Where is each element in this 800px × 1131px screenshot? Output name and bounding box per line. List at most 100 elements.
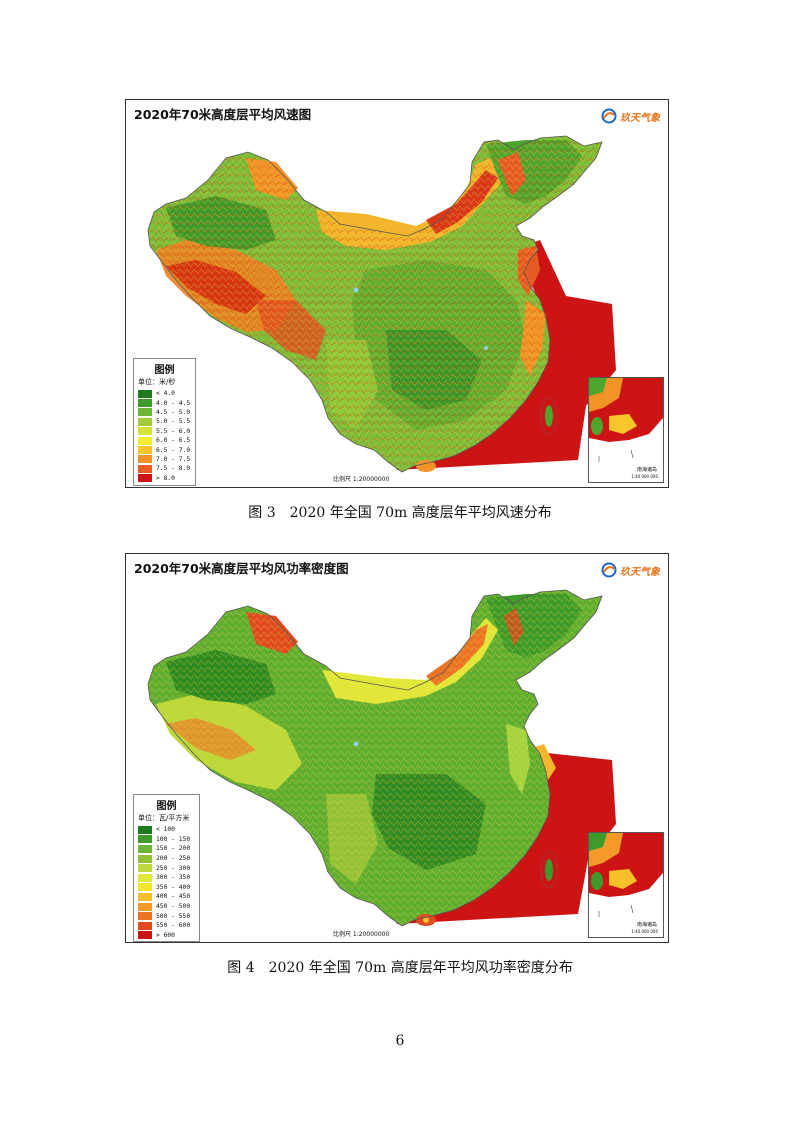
legend-list: < 100 100 - 150 150 - 200 200 - 250 250 … (138, 825, 195, 940)
figure-caption: 图 4 2020 年全国 70m 高度层年平均风功率密度分布 (227, 960, 573, 976)
page-number: 6 (395, 1033, 405, 1049)
legend-item: 7.5 - 8.0 (138, 464, 191, 473)
legend-item: 150 - 200 (138, 844, 195, 854)
scale-text: 比例尺 1:20000000 (333, 476, 390, 483)
legend-label: 5.5 - 6.0 (156, 427, 191, 435)
legend-item: 5.5 - 6.0 (138, 427, 191, 436)
wind-speed-map (126, 100, 668, 487)
legend-label: 500 - 550 (156, 912, 191, 920)
logo-text: 玖天气象 (620, 566, 660, 578)
south-china-sea-inset: 南海诸岛 1:40 000 000 (588, 377, 664, 483)
legend-item: 200 - 250 (138, 854, 195, 864)
legend-label: 7.0 - 7.5 (156, 455, 191, 463)
offshore-region (396, 240, 616, 470)
legend-swatch (138, 864, 152, 873)
legend-label: 250 - 300 (156, 864, 191, 872)
legend-item: 500 - 550 (138, 911, 195, 921)
logo: 玖天气象 (601, 108, 660, 124)
legend-item: < 4.0 (138, 389, 191, 398)
legend-label: > 600 (156, 931, 175, 939)
scale-text: 比例尺 1:20000000 (333, 931, 390, 938)
inset-label: 南海诸岛 (636, 922, 657, 928)
map-title: 2020年70米高度层平均风速图 (134, 107, 312, 122)
wind-power-density-map (126, 554, 668, 942)
legend-label: 4.0 - 4.5 (156, 399, 191, 407)
legend-swatch (138, 389, 152, 398)
logo: 玖天气象 (601, 562, 660, 578)
legend: 图例 单位：瓦/平方米 < 100 100 - 150 150 - 200 20… (133, 794, 200, 942)
legend-title: 图例 (156, 801, 177, 812)
legend-label: 4.5 - 5.0 (156, 408, 191, 416)
legend-list: < 4.0 4.0 - 4.5 4.5 - 5.0 5.0 - 5.5 5.5 … (138, 389, 191, 483)
legend-swatch (138, 417, 152, 426)
legend-swatch (138, 931, 152, 940)
legend-label: > 8.0 (156, 474, 175, 482)
legend-item: < 100 (138, 825, 195, 835)
legend-item: > 8.0 (138, 474, 191, 483)
legend-label: 200 - 250 (156, 855, 191, 863)
legend-swatch (138, 436, 152, 445)
legend-item: 400 - 450 (138, 892, 195, 902)
legend-label: 450 - 500 (156, 903, 191, 911)
inset-map (589, 378, 663, 462)
legend-swatch (138, 474, 152, 483)
legend-item: 550 - 600 (138, 921, 195, 931)
logo-swirl-icon (601, 108, 617, 124)
legend-item: 4.0 - 4.5 (138, 398, 191, 408)
legend-title: 图例 (154, 365, 175, 376)
map-title: 2020年70米高度层平均风功率密度图 (134, 561, 349, 576)
legend-swatch (138, 892, 152, 901)
legend-label: 150 - 200 (156, 845, 191, 853)
legend-label: 350 - 400 (156, 883, 191, 891)
legend-item: 4.5 - 5.0 (138, 408, 191, 417)
offshore-region (396, 750, 616, 924)
inset-label: 南海诸岛 (636, 467, 657, 473)
legend-label: 100 - 150 (156, 835, 191, 843)
wind-speed-map-figure: 2020年70米高度层平均风速图 玖天气象 (125, 99, 669, 488)
legend-item: 350 - 400 (138, 883, 195, 893)
legend-item: 100 - 150 (138, 835, 195, 845)
legend-swatch (138, 825, 152, 834)
legend-swatch (138, 464, 152, 473)
wind-power-density-map-figure: 2020年70米高度层平均风功率密度图 玖天气象 (125, 553, 669, 943)
legend-label: 550 - 600 (156, 922, 191, 930)
legend-item: 250 - 300 (138, 863, 195, 873)
legend-label: 300 - 350 (156, 874, 191, 882)
legend-swatch (138, 835, 152, 844)
legend-label: 5.0 - 5.5 (156, 418, 191, 426)
figure-caption: 图 3 2020 年全国 70m 高度层年平均风速分布 (248, 505, 552, 521)
logo-text: 玖天气象 (620, 112, 660, 124)
legend-item: 300 - 350 (138, 873, 195, 883)
logo-swirl-icon (601, 562, 617, 578)
inset-scale: 1:40 000 000 (631, 474, 658, 479)
inset-map (589, 833, 663, 917)
legend-label: 6.0 - 6.5 (156, 437, 191, 445)
legend-swatch (138, 399, 152, 408)
legend-item: 5.0 - 5.5 (138, 417, 191, 426)
legend-swatch (138, 854, 152, 863)
legend-label: 400 - 450 (156, 893, 191, 901)
legend-label: < 4.0 (156, 390, 175, 398)
legend-unit: 单位：瓦/平方米 (138, 814, 190, 822)
legend-swatch (138, 408, 152, 417)
legend-swatch (138, 883, 152, 892)
legend-swatch (138, 902, 152, 911)
legend-swatch (138, 921, 152, 930)
legend: 图例 单位：米/秒 < 4.0 4.0 - 4.5 4.5 - 5.0 5.0 … (133, 358, 196, 486)
legend-label: 6.5 - 7.0 (156, 446, 191, 454)
legend-unit: 单位：米/秒 (138, 378, 176, 386)
legend-swatch (138, 873, 152, 882)
legend-swatch (138, 427, 152, 436)
south-china-sea-inset: 南海诸岛 1:40 000 000 (588, 832, 664, 938)
legend-label: 7.5 - 8.0 (156, 465, 191, 473)
legend-swatch (138, 455, 152, 464)
legend-item: 6.5 - 7.0 (138, 445, 191, 455)
legend-swatch (138, 912, 152, 921)
inset-scale: 1:40 000 000 (631, 929, 658, 934)
legend-item: 450 - 500 (138, 902, 195, 912)
legend-item: 7.0 - 7.5 (138, 455, 191, 464)
legend-swatch (138, 446, 152, 455)
legend-swatch (138, 844, 152, 853)
legend-label: < 100 (156, 826, 175, 834)
legend-item: > 600 (138, 931, 195, 941)
